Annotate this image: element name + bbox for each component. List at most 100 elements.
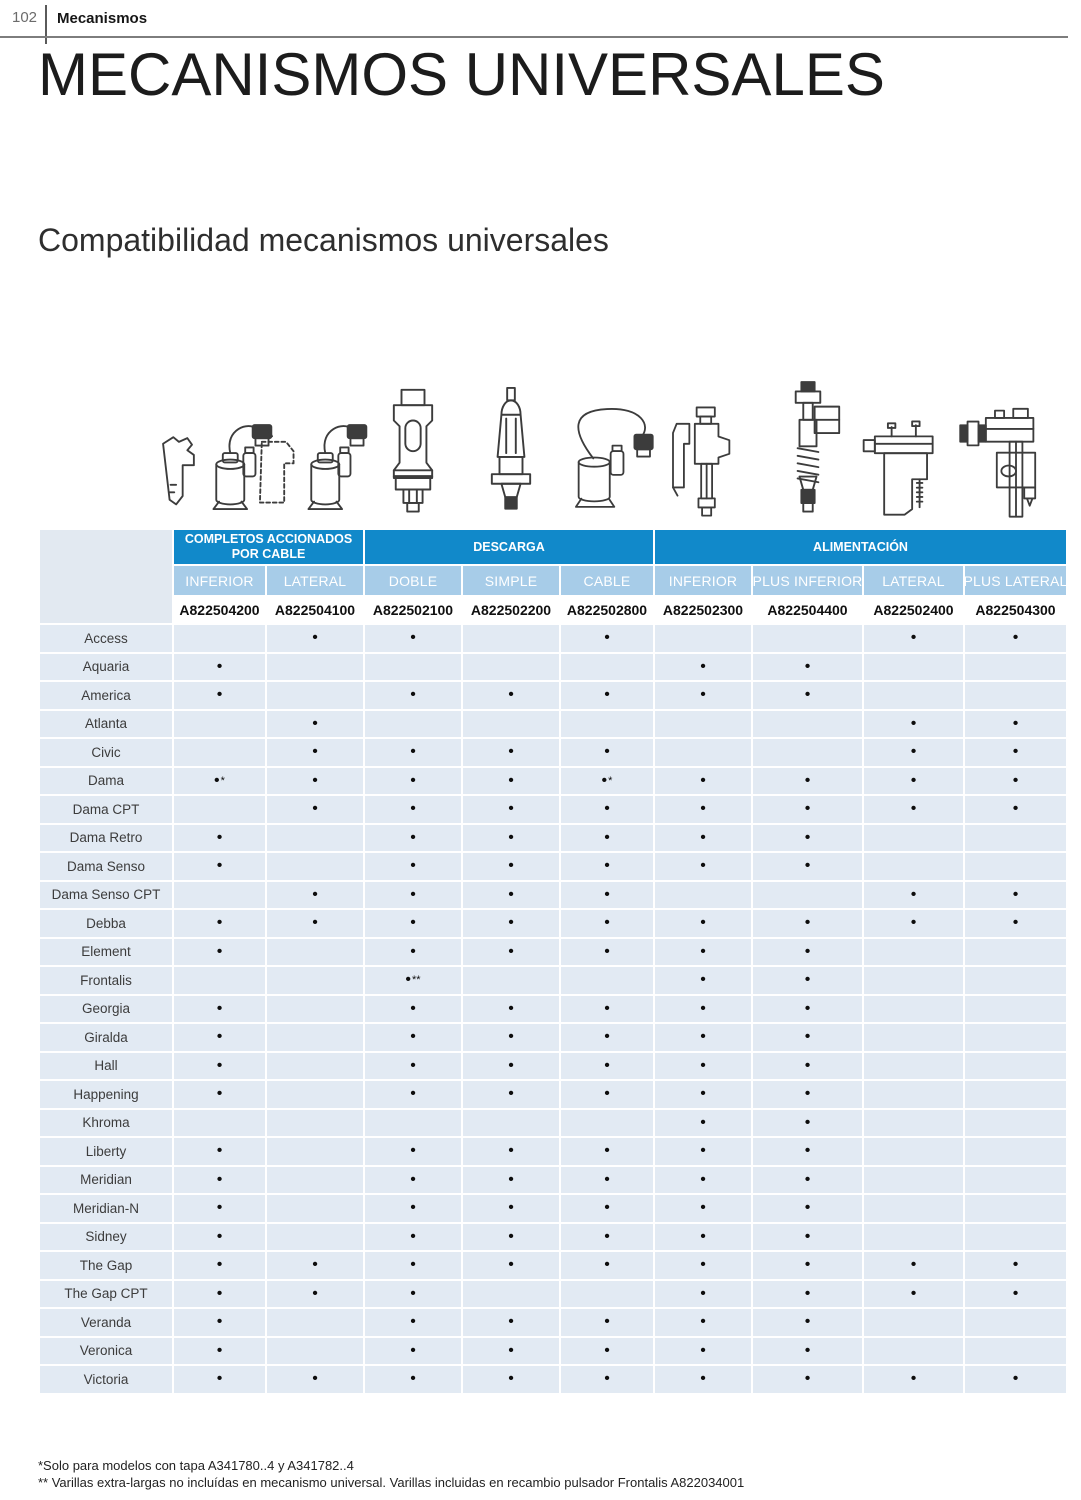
compat-mark: •	[561, 1223, 653, 1250]
compat-mark: •	[463, 910, 559, 937]
compat-mark: •	[655, 767, 751, 794]
compat-mark: •	[561, 938, 653, 965]
flush-valve-double-icon	[392, 388, 434, 513]
column-type-header: DOBLE	[365, 566, 461, 595]
compat-mark: •	[174, 910, 265, 937]
compat-mark-empty	[267, 1109, 363, 1136]
compat-mark: •	[174, 1195, 265, 1222]
compat-mark: •	[655, 1280, 751, 1307]
compat-mark: •	[463, 1366, 559, 1393]
page-subtitle: Compatibilidad mecanismos universales	[38, 222, 609, 258]
compat-mark: •	[655, 1052, 751, 1079]
compat-mark-empty	[965, 1166, 1066, 1193]
model-name: Element	[40, 938, 172, 965]
compat-mark-empty	[965, 1309, 1066, 1336]
compat-mark: •	[753, 1166, 862, 1193]
compat-mark: •	[864, 625, 963, 652]
compat-mark-empty	[864, 1138, 963, 1165]
compat-mark-empty	[965, 853, 1066, 880]
compat-mark: •	[561, 1195, 653, 1222]
compat-mark: •	[365, 1366, 461, 1393]
compat-mark: •	[753, 682, 862, 709]
column-code: A822504300	[965, 597, 1066, 623]
compat-mark: •	[463, 1081, 559, 1108]
compat-mark: •	[753, 910, 862, 937]
compat-mark: •	[561, 995, 653, 1022]
fill-valve-lateral-icon	[862, 420, 934, 516]
compat-mark: •	[463, 1223, 559, 1250]
compat-mark-empty	[267, 1081, 363, 1108]
compat-mark-empty	[864, 1166, 963, 1193]
compat-mark-empty	[965, 967, 1066, 994]
compat-mark: •	[864, 767, 963, 794]
compat-mark: •	[174, 1081, 265, 1108]
compat-mark-empty	[463, 1280, 559, 1307]
model-name: The Gap CPT	[40, 1280, 172, 1307]
compat-mark-empty	[965, 1195, 1066, 1222]
compat-mark-empty	[965, 1081, 1066, 1108]
column-code: A822504400	[753, 597, 862, 623]
compat-mark-empty	[655, 739, 751, 766]
compat-mark: •	[463, 995, 559, 1022]
compat-mark: • *	[561, 767, 653, 794]
model-name: Sidney	[40, 1223, 172, 1250]
compat-mark: •	[753, 653, 862, 680]
compat-mark: •	[174, 1252, 265, 1279]
compat-mark: •	[965, 881, 1066, 908]
compat-mark: •	[561, 881, 653, 908]
flush-valve-simple-icon	[490, 386, 532, 510]
compat-mark-empty	[267, 1024, 363, 1051]
compat-mark-empty	[864, 1223, 963, 1250]
compat-mark: •	[365, 938, 461, 965]
compat-mark: •	[463, 1252, 559, 1279]
column-type-header: PLUS INFERIOR	[753, 566, 862, 595]
compat-mark: •	[463, 881, 559, 908]
compat-mark: •	[365, 853, 461, 880]
column-code: A822502200	[463, 597, 559, 623]
compat-mark: •	[561, 1309, 653, 1336]
page-number: 102	[12, 9, 38, 26]
compat-mark: •	[655, 967, 751, 994]
compat-mark: •	[655, 1252, 751, 1279]
compat-mark-empty	[864, 853, 963, 880]
compat-mark: •	[365, 1337, 461, 1364]
column-type-header: CABLE	[561, 566, 653, 595]
compat-mark: •	[561, 1138, 653, 1165]
compat-mark: •	[655, 1138, 751, 1165]
compat-mark: •	[864, 881, 963, 908]
compat-mark-empty	[864, 938, 963, 965]
model-name: Debba	[40, 910, 172, 937]
compat-mark-empty	[267, 682, 363, 709]
group-header-3: ALIMENTACIÓN	[655, 530, 1066, 564]
compat-mark: • *	[174, 767, 265, 794]
compat-mark: •	[463, 1337, 559, 1364]
model-name: Access	[40, 625, 172, 652]
compat-mark: •	[864, 1366, 963, 1393]
compat-mark: •	[655, 938, 751, 965]
compat-mark: •	[655, 1223, 751, 1250]
compat-mark: •	[267, 881, 363, 908]
compat-mark-empty	[753, 625, 862, 652]
compat-mark: •	[864, 796, 963, 823]
compat-mark: •	[174, 824, 265, 851]
compat-mark: •	[753, 1024, 862, 1051]
model-name: Frontalis	[40, 967, 172, 994]
compat-mark: •	[267, 796, 363, 823]
compat-mark-empty	[561, 710, 653, 737]
compat-mark-empty	[965, 995, 1066, 1022]
compat-mark: •	[965, 1252, 1066, 1279]
compat-mark: •	[463, 767, 559, 794]
compat-mark: •	[365, 1223, 461, 1250]
compat-mark-empty	[174, 967, 265, 994]
compat-mark: •	[463, 853, 559, 880]
column-type-header: INFERIOR	[174, 566, 265, 595]
compat-mark: •	[365, 1252, 461, 1279]
column-code: A822504200	[174, 597, 265, 623]
compat-mark-empty	[267, 1223, 363, 1250]
compat-mark-empty	[655, 881, 751, 908]
compat-mark: •	[267, 1252, 363, 1279]
compat-mark: •	[561, 1052, 653, 1079]
compat-mark: •	[365, 739, 461, 766]
compat-mark-empty	[561, 653, 653, 680]
compat-mark-empty	[864, 1337, 963, 1364]
